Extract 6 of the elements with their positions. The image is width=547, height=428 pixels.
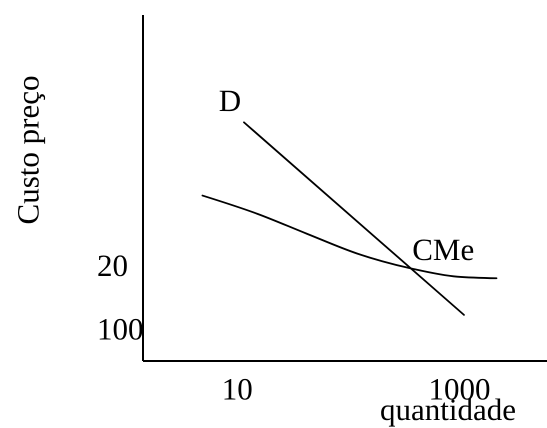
y-tick-label: 20 [97,248,128,284]
series-label: D [218,82,242,118]
y-tick-label: 100 [97,312,144,347]
y-axis-title: Custo preço [10,76,46,224]
x-tick-label: 10 [222,372,253,406]
series-label: CMe [412,232,474,268]
